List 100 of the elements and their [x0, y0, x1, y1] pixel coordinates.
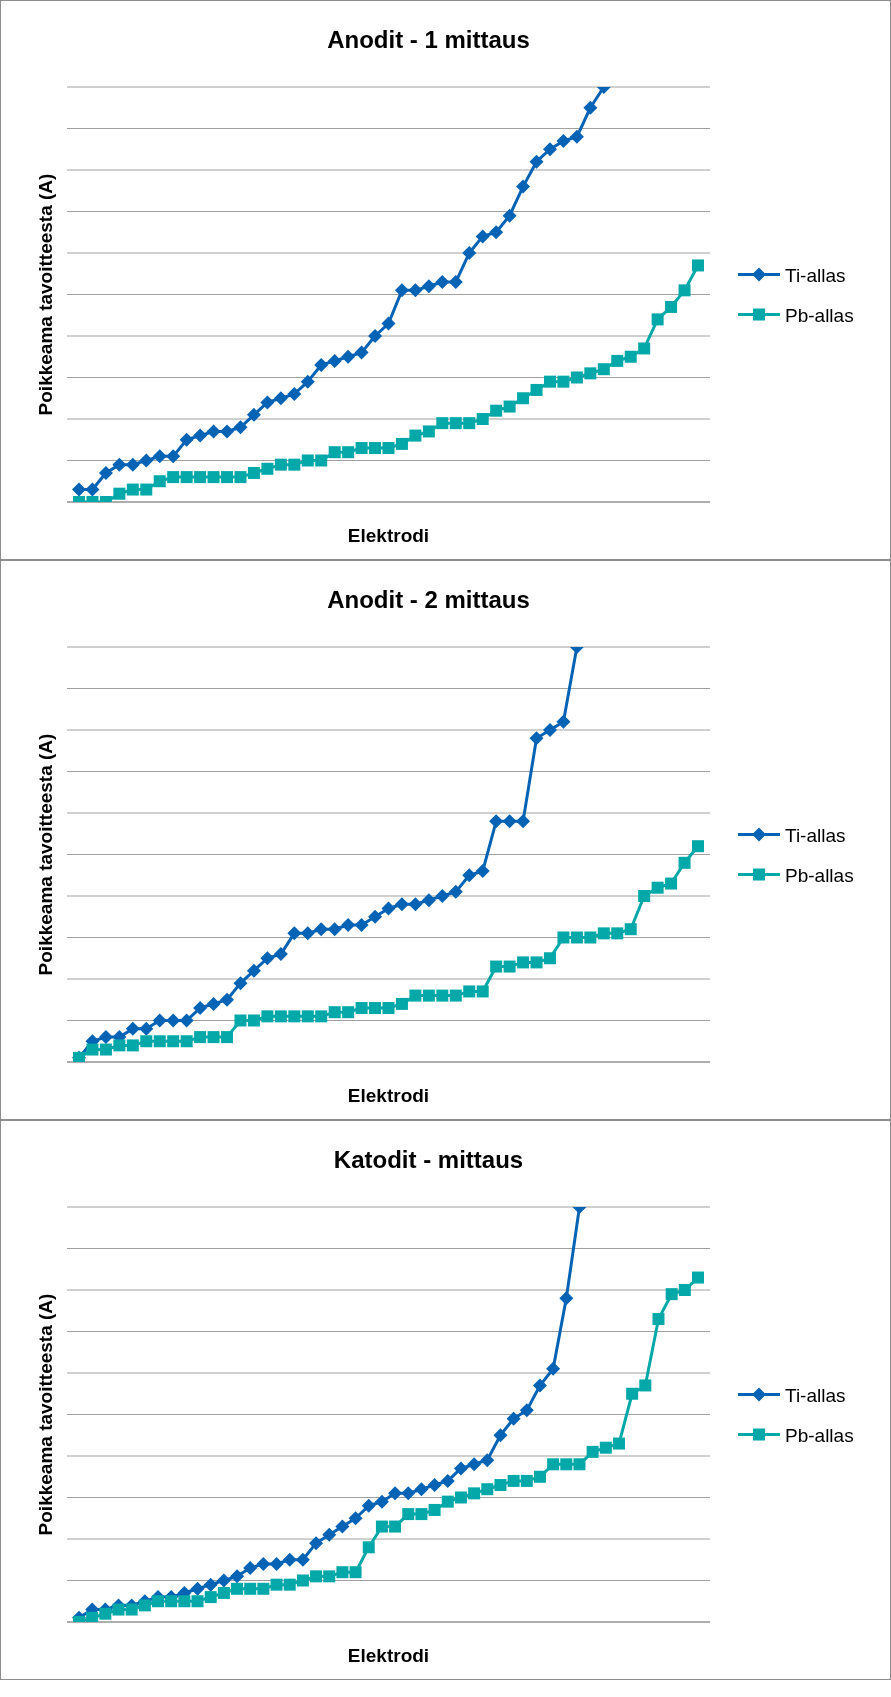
point	[220, 424, 235, 439]
point	[300, 374, 315, 389]
point	[395, 997, 408, 1010]
point	[547, 1458, 560, 1471]
point	[389, 1520, 402, 1533]
point	[282, 1552, 297, 1567]
point	[493, 1428, 508, 1443]
point	[533, 1470, 546, 1483]
point	[381, 316, 396, 331]
point	[125, 1021, 140, 1036]
point	[274, 1010, 287, 1023]
point	[530, 956, 543, 969]
point	[348, 1511, 363, 1526]
point	[584, 931, 597, 944]
point	[639, 1379, 652, 1392]
point	[288, 1010, 301, 1023]
point	[300, 926, 315, 941]
legend-label: Pb-allas	[785, 1424, 854, 1446]
point	[113, 1039, 126, 1052]
point	[611, 927, 624, 940]
point	[597, 927, 610, 940]
point	[440, 1473, 455, 1488]
point	[261, 462, 274, 475]
point	[556, 714, 571, 729]
point	[421, 279, 436, 294]
point	[557, 375, 570, 388]
point	[507, 1474, 520, 1487]
point	[481, 1483, 494, 1496]
point	[612, 1437, 625, 1450]
point	[402, 1508, 415, 1521]
point	[468, 1487, 481, 1500]
point	[288, 458, 301, 471]
point	[247, 1014, 260, 1027]
point	[191, 1595, 204, 1608]
point	[314, 922, 329, 937]
point	[586, 1445, 599, 1458]
point	[678, 284, 691, 297]
point	[436, 417, 449, 430]
point	[542, 723, 557, 737]
point	[328, 446, 341, 459]
point	[427, 1478, 442, 1493]
point	[231, 1582, 244, 1595]
point	[665, 1288, 678, 1301]
point	[206, 424, 221, 439]
point	[503, 400, 516, 413]
point	[153, 475, 166, 488]
point	[517, 956, 530, 969]
point	[167, 471, 180, 484]
point	[230, 1569, 245, 1584]
point	[435, 275, 450, 290]
legend-label: Ti-allas	[785, 1384, 846, 1406]
x-axis-title: Elektrodi	[347, 1645, 430, 1666]
point	[476, 985, 489, 998]
point	[217, 1586, 230, 1599]
point	[408, 283, 423, 298]
point	[475, 229, 490, 244]
point	[556, 133, 571, 148]
point	[651, 881, 664, 894]
point	[247, 466, 260, 479]
point	[98, 1030, 113, 1045]
legend-label: Ti-allas	[785, 264, 846, 286]
point	[140, 483, 153, 496]
point	[520, 1474, 533, 1487]
point	[543, 952, 556, 965]
point	[270, 1578, 283, 1591]
point	[193, 428, 208, 443]
point	[362, 1541, 375, 1554]
point	[322, 1527, 337, 1542]
point	[355, 1002, 368, 1015]
point	[139, 1021, 154, 1036]
point	[207, 471, 220, 484]
point	[421, 893, 436, 908]
point	[480, 1453, 495, 1468]
point	[342, 1006, 355, 1019]
point	[409, 989, 422, 1002]
point	[678, 856, 691, 869]
point	[193, 1001, 208, 1016]
point	[490, 404, 503, 417]
point	[152, 449, 167, 464]
point	[283, 1578, 296, 1591]
point	[233, 420, 248, 435]
point	[244, 1582, 257, 1595]
point	[463, 417, 476, 430]
point	[382, 442, 395, 455]
point	[126, 1039, 139, 1052]
point	[327, 353, 342, 368]
point	[529, 154, 544, 169]
point	[542, 142, 557, 157]
point	[98, 465, 113, 480]
point	[368, 329, 383, 343]
point	[190, 1581, 205, 1596]
point	[441, 1495, 454, 1508]
point	[422, 989, 435, 1002]
point	[374, 1494, 389, 1509]
point	[138, 1599, 151, 1612]
point	[180, 471, 193, 484]
point	[233, 976, 248, 991]
point	[99, 1607, 112, 1620]
point	[341, 349, 356, 364]
legend-label: Ti-allas	[785, 824, 846, 846]
